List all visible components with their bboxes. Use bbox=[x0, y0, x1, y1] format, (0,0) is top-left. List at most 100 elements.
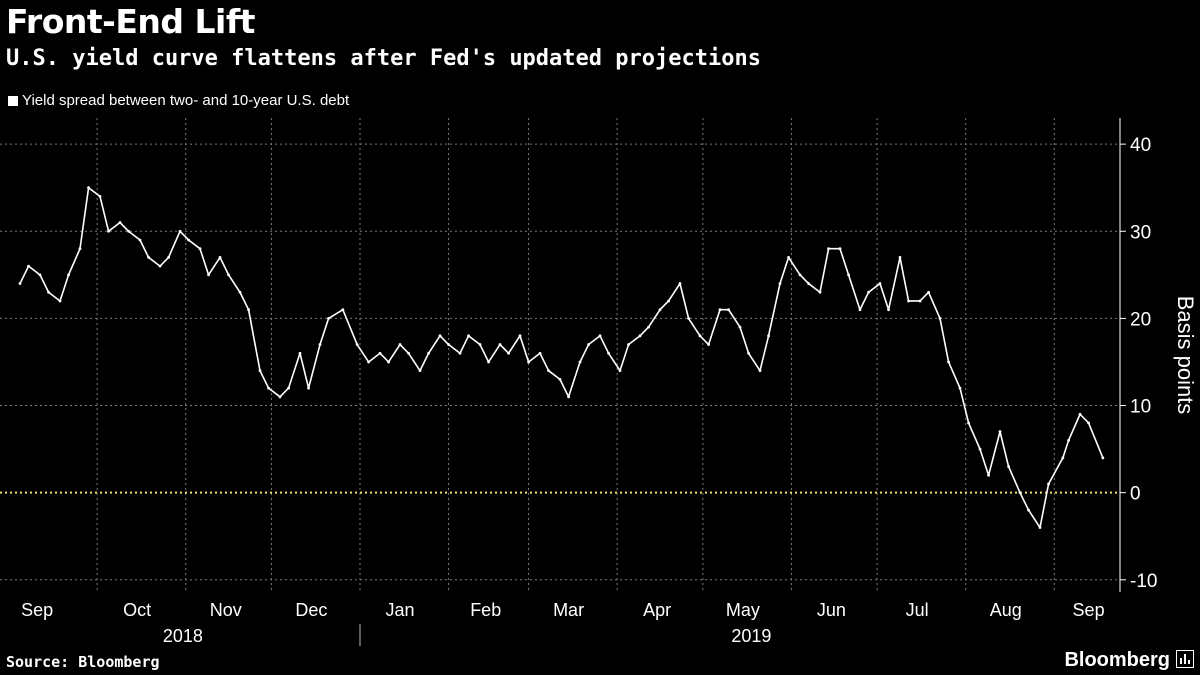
data-point bbox=[507, 351, 510, 355]
data-point bbox=[987, 473, 990, 477]
data-point bbox=[58, 299, 62, 303]
data-point bbox=[998, 430, 1002, 434]
x-tick-label: Feb bbox=[470, 600, 501, 620]
data-point bbox=[47, 290, 50, 294]
data-point bbox=[658, 308, 662, 312]
data-point bbox=[1087, 421, 1090, 425]
data-point bbox=[341, 308, 345, 312]
data-point bbox=[247, 308, 250, 312]
data-point bbox=[547, 369, 550, 373]
data-point bbox=[258, 369, 262, 373]
data-point bbox=[167, 256, 170, 259]
series-line bbox=[19, 186, 1104, 529]
data-point bbox=[698, 334, 702, 338]
bloomberg-logo: Bloomberg bbox=[1064, 649, 1170, 671]
data-point bbox=[738, 325, 742, 329]
data-point bbox=[887, 308, 890, 312]
data-point bbox=[238, 290, 242, 294]
data-point bbox=[938, 317, 942, 320]
data-point bbox=[927, 290, 930, 294]
x-tick-label: Jan bbox=[385, 600, 414, 620]
x-tick-label: Apr bbox=[643, 600, 671, 620]
data-point bbox=[538, 351, 542, 355]
data-point bbox=[558, 377, 562, 381]
data-point bbox=[687, 317, 690, 320]
y-tick-label: 10 bbox=[1130, 397, 1151, 418]
chart-legend: Yield spread between two- and 10-year U.… bbox=[8, 92, 349, 109]
data-point bbox=[918, 299, 922, 303]
data-point bbox=[578, 360, 582, 364]
data-point bbox=[107, 229, 110, 233]
data-point bbox=[298, 351, 302, 355]
data-point bbox=[718, 308, 722, 312]
data-point bbox=[18, 282, 22, 285]
chart-bars-icon bbox=[1176, 650, 1194, 668]
x-year-label: 2019 bbox=[731, 626, 771, 646]
data-point bbox=[398, 343, 402, 346]
data-point bbox=[418, 369, 422, 373]
data-point bbox=[67, 273, 70, 277]
data-point bbox=[447, 343, 450, 346]
x-tick-label: Aug bbox=[990, 600, 1022, 620]
data-point bbox=[878, 282, 882, 285]
data-point bbox=[487, 360, 490, 364]
data-point bbox=[867, 290, 870, 294]
data-point bbox=[627, 343, 630, 346]
data-point bbox=[355, 343, 359, 346]
data-point bbox=[87, 186, 90, 190]
data-point bbox=[427, 351, 430, 355]
x-tick-label: Sep bbox=[21, 600, 53, 620]
data-point bbox=[1018, 491, 1022, 495]
data-point bbox=[518, 334, 522, 338]
chart-title: Front-End Lift bbox=[6, 2, 255, 41]
data-point bbox=[307, 386, 310, 390]
data-point bbox=[278, 395, 282, 399]
data-point bbox=[587, 343, 590, 346]
data-point bbox=[758, 369, 762, 373]
data-point bbox=[858, 308, 862, 312]
data-point bbox=[907, 299, 910, 303]
data-point bbox=[138, 238, 142, 242]
x-tick-label: Mar bbox=[553, 600, 584, 620]
data-point bbox=[818, 290, 822, 294]
data-point bbox=[1067, 438, 1070, 442]
x-tick-label: May bbox=[726, 600, 760, 620]
data-point bbox=[827, 247, 830, 251]
x-tick-label: Jul bbox=[906, 600, 929, 620]
y-tick-label: 30 bbox=[1130, 222, 1151, 243]
data-point bbox=[767, 334, 770, 338]
x-tick-label: Dec bbox=[295, 600, 327, 620]
data-point bbox=[458, 351, 462, 355]
data-point bbox=[958, 386, 962, 390]
data-point bbox=[367, 360, 370, 364]
data-point bbox=[407, 351, 410, 355]
data-point bbox=[778, 282, 782, 285]
data-point bbox=[667, 299, 670, 303]
data-point bbox=[678, 282, 682, 285]
data-point bbox=[607, 351, 610, 355]
data-point bbox=[567, 395, 570, 399]
data-point bbox=[147, 256, 150, 259]
y-tick-label: 0 bbox=[1130, 484, 1141, 505]
data-point bbox=[498, 343, 502, 346]
data-point bbox=[978, 447, 982, 451]
data-point bbox=[378, 351, 382, 355]
data-point bbox=[287, 386, 290, 390]
y-tick-label: 40 bbox=[1130, 135, 1151, 156]
data-point bbox=[787, 256, 790, 259]
x-year-label: 2018 bbox=[163, 626, 203, 646]
data-point bbox=[158, 264, 162, 268]
data-point bbox=[227, 273, 230, 277]
x-tick-label: Nov bbox=[210, 600, 242, 620]
data-point bbox=[467, 334, 470, 338]
data-point bbox=[207, 273, 210, 277]
data-point bbox=[898, 256, 902, 259]
data-point bbox=[707, 343, 710, 346]
data-point bbox=[187, 238, 190, 242]
x-tick-label: Oct bbox=[123, 600, 151, 620]
data-point bbox=[527, 360, 530, 364]
data-point bbox=[1101, 456, 1105, 460]
data-point bbox=[747, 351, 750, 355]
data-point bbox=[618, 369, 622, 373]
